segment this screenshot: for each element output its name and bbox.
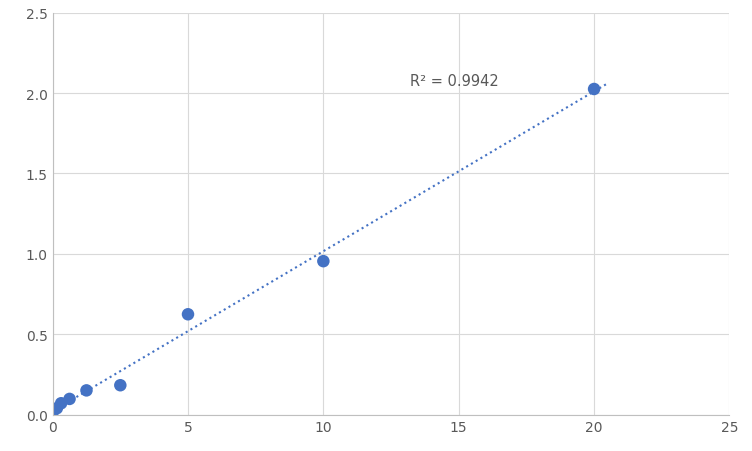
Point	[182, 311, 194, 318]
Point	[47, 409, 59, 416]
Point	[55, 400, 67, 407]
Point	[63, 396, 75, 403]
Point	[588, 86, 600, 93]
Point	[80, 387, 92, 394]
Point	[317, 258, 329, 265]
Point	[51, 405, 63, 412]
Point	[114, 382, 126, 389]
Text: R² = 0.9942: R² = 0.9942	[410, 74, 499, 88]
